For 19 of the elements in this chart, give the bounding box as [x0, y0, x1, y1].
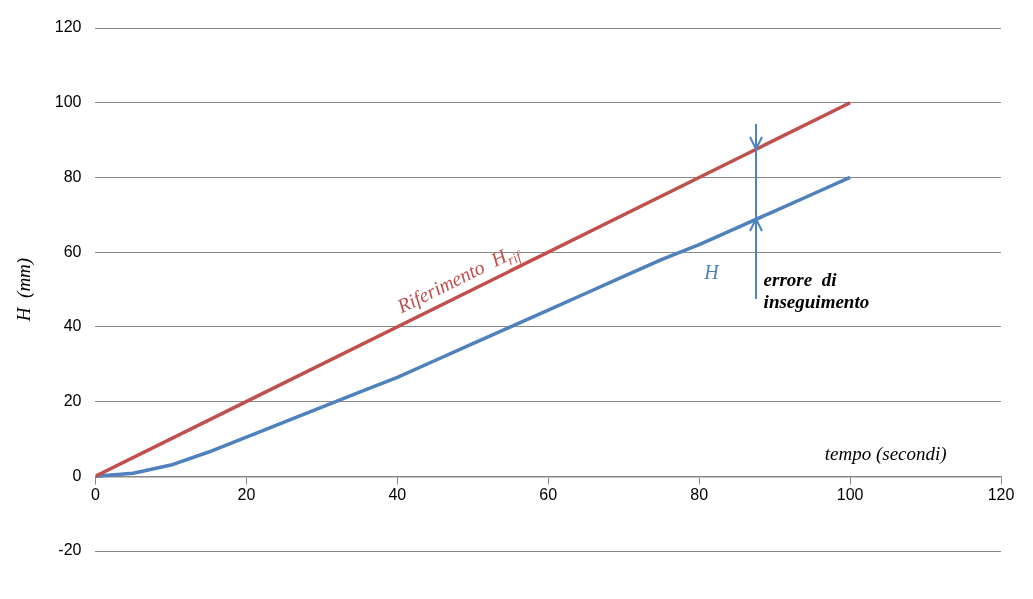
y-tick-label: 0	[72, 466, 82, 484]
x-tick-label: 120	[987, 486, 1015, 504]
y-tick-label: -20	[58, 541, 82, 559]
x-axis-title: tempo (secondi)	[824, 443, 947, 466]
x-tick-label: 0	[91, 486, 101, 504]
y-tick-label: 40	[63, 317, 82, 335]
y-tick-label: 80	[63, 167, 82, 185]
x-tick-label: 40	[388, 486, 407, 504]
x-tick-label: 100	[836, 486, 864, 504]
y-tick-label: 120	[54, 18, 82, 36]
y-tick-label: 20	[63, 391, 82, 409]
x-tick-label: 20	[237, 486, 256, 504]
annotation: errore di inseguimento	[763, 268, 870, 312]
x-tick-label: 80	[690, 486, 709, 504]
series-label: H	[703, 260, 721, 283]
y-axis-title: H (mm)	[13, 257, 36, 323]
y-tick-label: 100	[54, 93, 82, 111]
x-tick-label: 60	[539, 486, 558, 504]
y-tick-label: 60	[63, 242, 82, 260]
